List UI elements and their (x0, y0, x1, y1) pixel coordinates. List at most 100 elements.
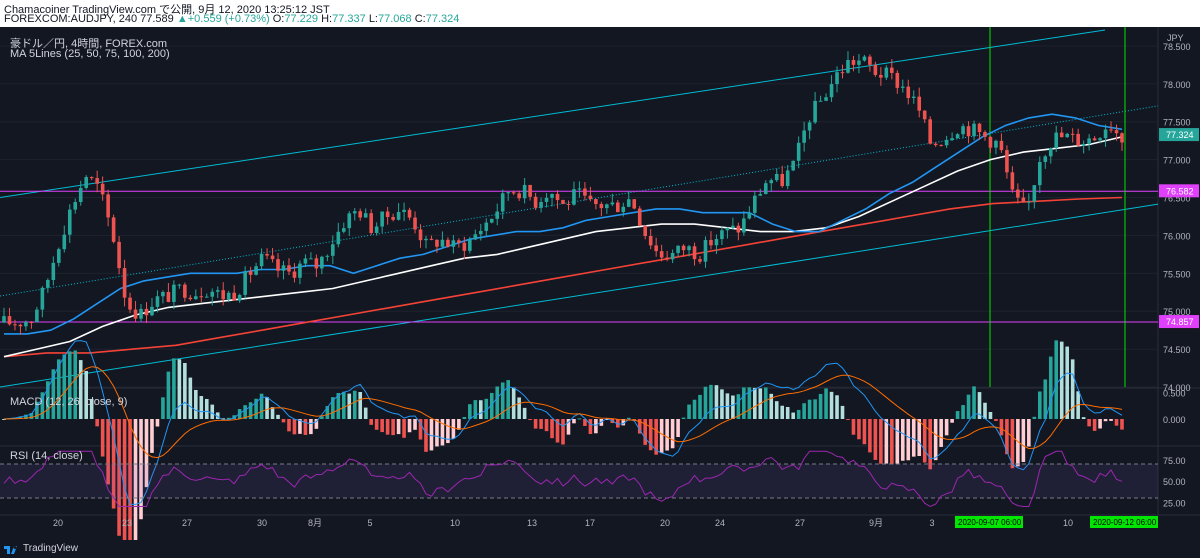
candle-body[interactable] (731, 225, 735, 228)
ma-legend[interactable]: MA 5Lines (25, 50, 75, 100, 200) (10, 48, 170, 60)
candle-body[interactable] (73, 202, 78, 210)
candle-body[interactable] (177, 284, 182, 286)
candle-body[interactable] (418, 229, 423, 241)
candle-body[interactable] (204, 296, 209, 298)
candle-body[interactable] (698, 259, 702, 262)
macd-legend[interactable]: MACD (12, 26, close, 9) (10, 396, 128, 408)
candle-body[interactable] (1021, 197, 1026, 202)
candle-body[interactable] (665, 257, 669, 260)
candle-body[interactable] (1087, 138, 1091, 144)
candle-body[interactable] (835, 72, 839, 85)
candle-body[interactable] (78, 187, 83, 203)
candle-body[interactable] (309, 258, 313, 260)
candle-body[interactable] (106, 194, 110, 218)
candle-body[interactable] (577, 188, 582, 190)
candle-body[interactable] (862, 56, 867, 61)
candle-body[interactable] (18, 324, 23, 327)
candle-body[interactable] (583, 188, 587, 196)
candle-body[interactable] (95, 178, 99, 184)
candle-body[interactable] (654, 245, 658, 252)
candle-body[interactable] (890, 67, 894, 73)
candle-body[interactable] (336, 231, 341, 245)
candle-body[interactable] (1070, 133, 1075, 135)
candle-body[interactable] (67, 209, 72, 235)
candle-body[interactable] (429, 238, 434, 240)
candle-body[interactable] (550, 193, 554, 198)
candle-body[interactable] (51, 262, 56, 280)
candle-body[interactable] (868, 56, 872, 65)
time-badge[interactable] (955, 516, 1023, 528)
candle-body[interactable] (435, 239, 439, 247)
candle-body[interactable] (632, 199, 637, 209)
candle-body[interactable] (1103, 129, 1108, 139)
candle-body[interactable] (2, 316, 6, 323)
candle-body[interactable] (709, 240, 713, 246)
candle-body[interactable] (648, 235, 653, 246)
candle-body[interactable] (396, 212, 401, 220)
candle-body[interactable] (440, 239, 445, 247)
candle-body[interactable] (846, 60, 850, 73)
candle-body[interactable] (446, 239, 450, 247)
candle-body[interactable] (950, 138, 954, 140)
candle-body[interactable] (824, 97, 828, 101)
candle-body[interactable] (331, 244, 335, 256)
candle-body[interactable] (150, 306, 154, 316)
candle-body[interactable] (84, 177, 89, 188)
candle-body[interactable] (478, 230, 483, 235)
currency-label[interactable]: JPY (1167, 33, 1184, 43)
candle-body[interactable] (166, 292, 171, 302)
candle-body[interactable] (298, 263, 302, 278)
candle-body[interactable] (1065, 133, 1069, 138)
candle-body[interactable] (1043, 156, 1048, 163)
candle-body[interactable] (961, 126, 965, 135)
candle-body[interactable] (966, 126, 971, 137)
candle-body[interactable] (555, 193, 560, 201)
candle-body[interactable] (955, 134, 960, 139)
candle-body[interactable] (155, 296, 160, 307)
candle-body[interactable] (407, 209, 412, 218)
rsi-legend[interactable]: RSI (14, close) (10, 450, 83, 462)
candle-body[interactable] (161, 292, 165, 297)
candle-body[interactable] (780, 173, 785, 187)
candle-body[interactable] (511, 192, 516, 194)
candle-body[interactable] (643, 225, 648, 236)
time-badge[interactable] (1090, 516, 1158, 528)
candle-body[interactable] (484, 222, 489, 231)
candle-body[interactable] (599, 204, 604, 209)
candle-body[interactable] (183, 284, 187, 298)
candle-body[interactable] (89, 177, 94, 179)
symbol-legend[interactable]: 豪ドル／円, 4時間, FOREX.com (10, 38, 168, 50)
candle-body[interactable] (29, 322, 34, 324)
candle-body[interactable] (402, 209, 406, 213)
candle-body[interactable] (287, 265, 291, 272)
candle-body[interactable] (895, 72, 900, 88)
candle-body[interactable] (818, 100, 823, 102)
candle-body[interactable] (363, 213, 368, 218)
candle-body[interactable] (1109, 129, 1113, 131)
candle-body[interactable] (659, 251, 664, 258)
candle-body[interactable] (763, 183, 768, 195)
candle-body[interactable] (1054, 132, 1059, 149)
candle-body[interactable] (977, 123, 982, 133)
candle-body[interactable] (944, 139, 949, 146)
candle-body[interactable] (544, 197, 549, 202)
candle-body[interactable] (972, 123, 976, 137)
candle-body[interactable] (851, 60, 856, 65)
candle-body[interactable] (358, 211, 363, 218)
candles-group[interactable] (2, 51, 1124, 335)
candle-body[interactable] (911, 96, 916, 99)
candle-body[interactable] (128, 297, 132, 310)
candle-body[interactable] (714, 239, 719, 246)
candle-body[interactable] (676, 245, 680, 253)
macd-line[interactable] (3, 340, 1123, 505)
candle-body[interactable] (807, 122, 812, 131)
channel-lower-line[interactable] (0, 203, 1159, 388)
candle-body[interactable] (879, 74, 883, 78)
candle-body[interactable] (46, 279, 50, 288)
candle-body[interactable] (1059, 132, 1064, 138)
candle-body[interactable] (500, 193, 505, 212)
ma-red-line[interactable] (3, 196, 1123, 358)
candle-body[interactable] (539, 201, 543, 208)
candle-body[interactable] (199, 296, 204, 298)
candle-body[interactable] (495, 211, 500, 219)
